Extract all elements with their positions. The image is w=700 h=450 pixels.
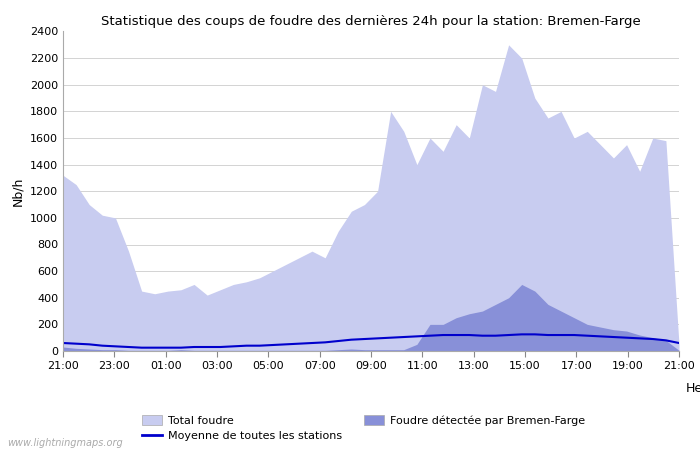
Title: Statistique des coups de foudre des dernières 24h pour la station: Bremen-Farge: Statistique des coups de foudre des dern… <box>101 14 641 27</box>
Text: www.lightningmaps.org: www.lightningmaps.org <box>7 438 122 448</box>
Y-axis label: Nb/h: Nb/h <box>11 176 25 206</box>
Text: Heure: Heure <box>686 382 700 395</box>
Legend: Total foudre, Moyenne de toutes les stations, Foudre détectée par Bremen-Farge: Total foudre, Moyenne de toutes les stat… <box>143 415 585 441</box>
